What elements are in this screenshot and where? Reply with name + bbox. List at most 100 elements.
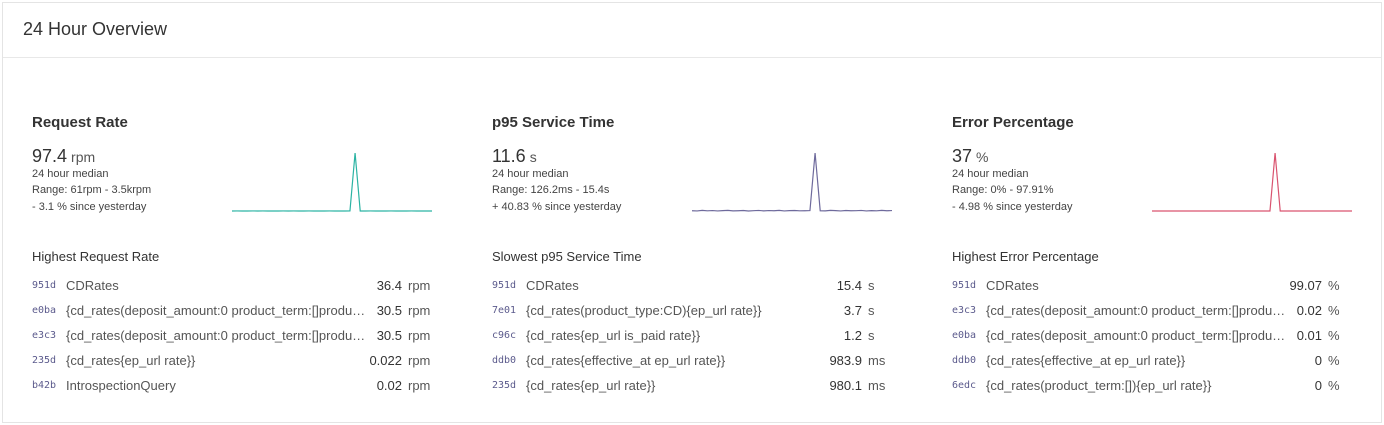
change-value: - 3.1 bbox=[32, 201, 55, 213]
row-value: 30.5 bbox=[376, 328, 402, 343]
list-title: Highest Error Percentage bbox=[952, 249, 1099, 264]
list-row: 235d {cd_rates{ep_url rate}} 0.022 rpm bbox=[32, 353, 432, 371]
row-unit: s bbox=[868, 303, 875, 318]
metric-value-line: 11.6 s bbox=[492, 146, 537, 167]
row-id: 951d bbox=[952, 280, 977, 291]
sparkline-line bbox=[232, 152, 432, 212]
row-unit: s bbox=[868, 278, 875, 293]
row-id: 951d bbox=[492, 280, 517, 291]
list-row: 235d {cd_rates{ep_url rate}} 980.1 ms bbox=[492, 378, 892, 396]
row-id: 951d bbox=[32, 280, 57, 291]
sparkline bbox=[232, 152, 432, 212]
row-id: 6edc bbox=[952, 380, 977, 391]
row-value: 0 bbox=[1314, 378, 1322, 393]
list-row: 7e01 {cd_rates(product_type:CD){ep_url ra… bbox=[492, 303, 892, 321]
row-unit: ms bbox=[868, 378, 886, 393]
row-id: ddb0 bbox=[492, 355, 517, 366]
list-row: e3c3 {cd_rates(deposit_amount:0 product_t… bbox=[32, 328, 432, 346]
row-name: CDRates bbox=[66, 278, 119, 293]
row-unit: ms bbox=[868, 353, 886, 368]
panel-title: Request Rate bbox=[32, 114, 128, 131]
sparkline-line bbox=[692, 152, 892, 212]
list-row: 951d CDRates 15.4 s bbox=[492, 278, 892, 296]
metric-value-line: 97.4 rpm bbox=[32, 146, 95, 167]
sparkline bbox=[692, 152, 892, 212]
sparkline-line bbox=[1152, 152, 1352, 212]
list-row: 951d CDRates 36.4 rpm bbox=[32, 278, 432, 296]
row-name: CDRates bbox=[526, 278, 579, 293]
panel-title: Error Percentage bbox=[952, 114, 1074, 131]
range-text: Range: 126.2ms - 15.4s bbox=[492, 184, 610, 196]
change-suffix: % since yesterday bbox=[57, 201, 147, 213]
metric-value: 11.6 bbox=[492, 146, 526, 166]
metric-value-line: 37% bbox=[952, 146, 988, 167]
header-title: 24 Hour Overview bbox=[23, 19, 168, 39]
range-text: Range: 61rpm - 3.5krpm bbox=[32, 184, 152, 196]
median-label: 24 hour median bbox=[952, 168, 1029, 180]
row-value: 0.02 bbox=[1296, 303, 1322, 318]
metric-value: 37 bbox=[952, 146, 973, 166]
row-value: 1.2 bbox=[843, 328, 862, 343]
row-unit: rpm bbox=[408, 378, 431, 393]
row-unit: rpm bbox=[408, 328, 431, 343]
list-row: c96c {cd_rates{ep_url is_paid rate}} 1.2 s bbox=[492, 328, 892, 346]
row-id: 7e01 bbox=[492, 305, 517, 316]
list-row: 951d CDRates 99.07% bbox=[952, 278, 1352, 296]
row-unit: rpm bbox=[408, 353, 431, 368]
row-id: b42b bbox=[32, 380, 57, 391]
row-name: {cd_rates(product_term:[]){ep_url rate}} bbox=[986, 378, 1212, 393]
change-value: - 4.98 bbox=[952, 201, 981, 213]
row-value: 0.022 bbox=[369, 353, 402, 368]
list-row: e0ba {cd_rates(deposit_amount:0 product_t… bbox=[952, 328, 1352, 346]
row-name: {cd_rates(deposit_amount:0 product_term:… bbox=[66, 328, 366, 343]
metric-unit: s bbox=[529, 149, 537, 165]
change-suffix: % since yesterday bbox=[983, 201, 1073, 213]
row-value: 980.1 bbox=[829, 378, 862, 393]
change-line: - 4.98 % since yesterday bbox=[952, 201, 1072, 213]
median-label: 24 hour median bbox=[492, 168, 569, 180]
row-value: 99.07 bbox=[1289, 278, 1322, 293]
row-name: CDRates bbox=[986, 278, 1039, 293]
metric-value: 97.4 bbox=[32, 146, 68, 166]
metric-panel: p95 Service Time 11.6 s 24 hour median Range… bbox=[492, 3, 892, 423]
row-name: IntrospectionQuery bbox=[66, 378, 176, 393]
row-name: {cd_rates{ep_url is_paid rate}} bbox=[526, 328, 701, 343]
metric-panel: Error Percentage 37% 24 hour median Range: … bbox=[952, 3, 1352, 423]
list-row: e0ba {cd_rates(deposit_amount:0 product_t… bbox=[32, 303, 432, 321]
metric-unit: % bbox=[976, 149, 989, 165]
row-value: 36.4 bbox=[376, 278, 402, 293]
change-line: - 3.1 % since yesterday bbox=[32, 201, 146, 213]
row-name: {cd_rates(deposit_amount:0 product_term:… bbox=[986, 303, 1286, 318]
row-unit: % bbox=[1328, 378, 1340, 393]
row-name: {cd_rates{ep_url rate}} bbox=[526, 378, 656, 393]
row-value: 15.4 bbox=[836, 278, 862, 293]
row-unit: % bbox=[1328, 353, 1340, 368]
median-label: 24 hour median bbox=[32, 168, 109, 180]
row-name: {cd_rates(deposit_amount:0 product_term:… bbox=[986, 328, 1286, 343]
change-line: + 40.83 % since yesterday bbox=[492, 201, 621, 213]
row-unit: % bbox=[1328, 278, 1340, 293]
row-value: 0.02 bbox=[376, 378, 402, 393]
row-unit: rpm bbox=[408, 303, 431, 318]
row-unit: s bbox=[868, 328, 875, 343]
row-unit: % bbox=[1328, 303, 1340, 318]
row-id: 235d bbox=[492, 380, 517, 391]
list-title: Slowest p95 Service Time bbox=[492, 249, 642, 264]
change-suffix: % since yesterday bbox=[532, 201, 622, 213]
list-row: 6edc {cd_rates(product_term:[]){ep_url ra… bbox=[952, 378, 1352, 396]
row-name: {cd_rates(product_type:CD){ep_url rate}} bbox=[526, 303, 762, 318]
row-value: 983.9 bbox=[829, 353, 862, 368]
list-row: ddb0 {cd_rates{effective_at ep_url rate}}… bbox=[492, 353, 892, 371]
row-name: {cd_rates(deposit_amount:0 product_term:… bbox=[66, 303, 366, 318]
row-name: {cd_rates{effective_at ep_url rate}} bbox=[986, 353, 1186, 368]
change-value: + 40.83 bbox=[492, 201, 530, 213]
row-id: e0ba bbox=[952, 330, 977, 341]
metric-unit: rpm bbox=[71, 149, 96, 165]
list-row: ddb0 {cd_rates{effective_at ep_url rate}}… bbox=[952, 353, 1352, 371]
row-id: 235d bbox=[32, 355, 57, 366]
sparkline bbox=[1152, 152, 1352, 212]
list-row: e3c3 {cd_rates(deposit_amount:0 product_t… bbox=[952, 303, 1352, 321]
row-unit: rpm bbox=[408, 278, 431, 293]
row-value: 30.5 bbox=[376, 303, 402, 318]
